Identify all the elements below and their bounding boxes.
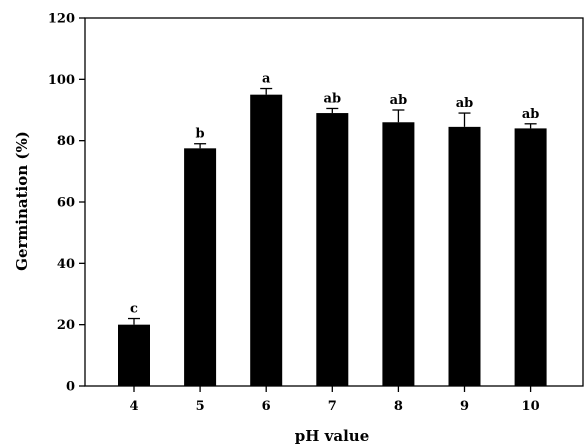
- x-tick-label-7: 7: [328, 399, 337, 414]
- y-tick-label-20: 20: [57, 318, 75, 333]
- x-tick-label-8: 8: [394, 399, 403, 414]
- y-tick-label-120: 120: [48, 12, 75, 27]
- bar-9: [448, 126, 481, 386]
- significance-label-9: ab: [456, 96, 474, 111]
- x-tick-label-4: 4: [129, 399, 138, 414]
- y-tick-label-0: 0: [66, 380, 75, 395]
- y-tick-label-100: 100: [48, 73, 75, 88]
- bar-6: [250, 94, 283, 387]
- bar-8: [382, 122, 415, 387]
- y-tick-label-40: 40: [57, 257, 75, 272]
- bar-7: [316, 113, 349, 387]
- significance-label-7: ab: [324, 91, 342, 106]
- y-tick-label-60: 60: [57, 196, 75, 211]
- y-axis-title: Germination (%): [13, 131, 31, 271]
- significance-label-5: b: [196, 127, 205, 142]
- x-tick-label-5: 5: [196, 399, 205, 414]
- x-tick-label-6: 6: [262, 399, 271, 414]
- bar-4: [118, 324, 150, 386]
- y-tick-label-80: 80: [57, 134, 75, 149]
- bar-10: [514, 128, 547, 386]
- significance-label-10: ab: [522, 107, 540, 122]
- x-axis-title: pH value: [295, 427, 369, 445]
- x-tick-label-9: 9: [460, 399, 469, 414]
- significance-label-8: ab: [390, 93, 408, 108]
- x-tick-label-10: 10: [522, 399, 540, 414]
- significance-label-4: c: [130, 302, 138, 317]
- plot-area: 0 20 40 60 80 100 120 4 c 5 b 6 a 7 ab 8 ab 9 ab 10 ab: [48, 12, 584, 414]
- significance-label-6: a: [262, 72, 271, 87]
- bar-5: [184, 148, 217, 386]
